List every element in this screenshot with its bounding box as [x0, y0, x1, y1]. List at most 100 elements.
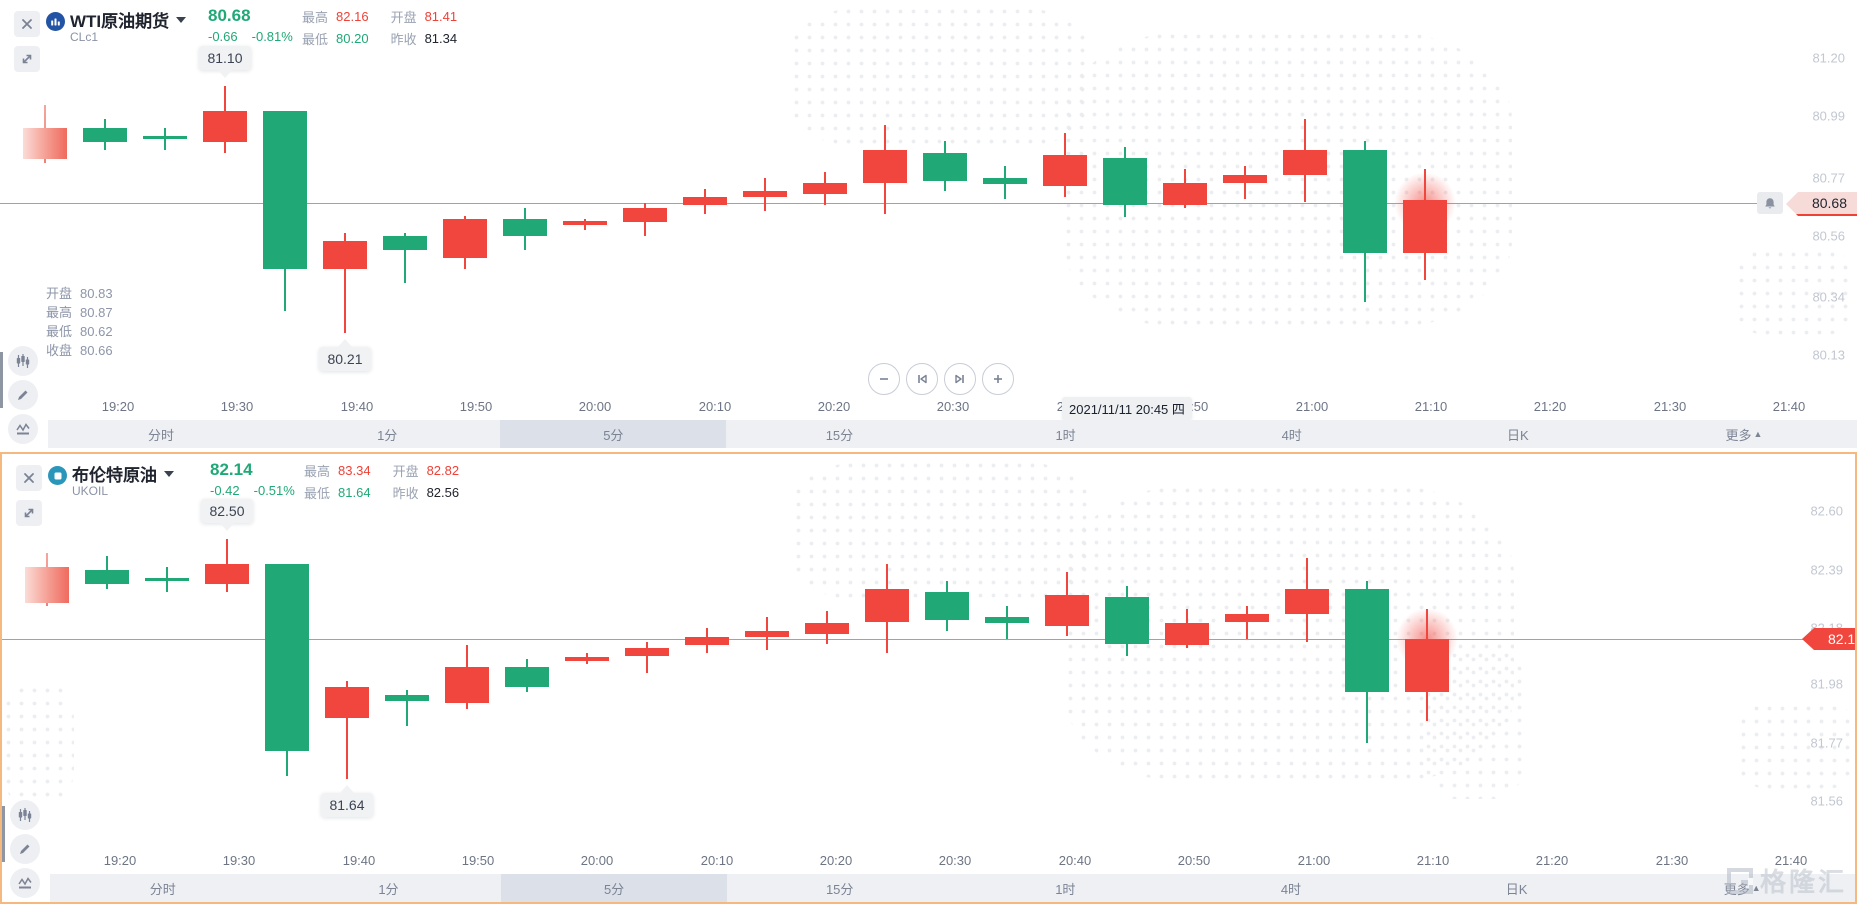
indicator-button[interactable]: [10, 868, 40, 898]
candle-body: [1343, 150, 1387, 253]
x-axis-label: 21:30: [1655, 853, 1689, 868]
candle-body: [323, 241, 367, 269]
tab-interval-1时[interactable]: 1时: [953, 420, 1179, 448]
x-axis-label: 19:50: [459, 399, 493, 414]
candle-wick: [404, 233, 406, 283]
tab-interval-15分[interactable]: 15分: [726, 420, 952, 448]
candle-body: [1405, 639, 1449, 692]
tab-interval-5分[interactable]: 5分: [501, 874, 727, 902]
current-price-line: [2, 639, 1804, 640]
y-axis-label: 80.56: [1812, 228, 1845, 244]
x-axis-label: 19:40: [340, 399, 374, 414]
candle-body: [985, 617, 1029, 623]
stat-value: 83.34: [338, 463, 371, 478]
worldmap-dot-pattern: [790, 5, 1090, 150]
stat-value: 81.34: [424, 31, 458, 46]
stat-最高: 最高 82.16: [302, 8, 369, 25]
draw-pencil-button[interactable]: [10, 834, 40, 864]
candle-body: [803, 183, 847, 194]
candle-body: [85, 570, 129, 584]
y-axis-label: 80.77: [1812, 170, 1845, 186]
tab-interval-5分[interactable]: 5分: [500, 420, 727, 448]
candle-body: [1345, 589, 1389, 692]
drawer-handle[interactable]: [2, 806, 5, 862]
chart-panel-wti[interactable]: 81.10 80.21 81.20 80.99 80.77 80.56 80.34 80.13…: [0, 0, 1857, 450]
candle-body: [1403, 200, 1447, 253]
chart-panel-brent[interactable]: 82.5081.6482.6082.3982.1881.9881.7781.56…: [0, 452, 1857, 904]
symbol-title: 布伦特原油: [72, 466, 157, 485]
tab-interval-15分[interactable]: 15分: [727, 874, 953, 902]
header-stats: 最高 83.34 最低 81.64 开盘 82.82 昨收 82.56: [304, 462, 459, 501]
candle-body: [503, 219, 547, 236]
tab-interval-1时[interactable]: 1时: [953, 874, 1179, 902]
legend-row: 最低 80.62: [46, 322, 113, 341]
legend-value: 80.87: [80, 305, 113, 320]
stat-昨收: 昨收 82.56: [393, 484, 460, 501]
last-price-tag: 80.68: [1786, 192, 1857, 216]
candle-body: [1105, 597, 1149, 644]
y-axis-label: 82.39: [1810, 562, 1843, 578]
draw-pencil-button[interactable]: [8, 380, 38, 410]
tab-label: 1时: [1055, 881, 1076, 897]
y-axis-label: 81.98: [1810, 676, 1843, 692]
price-change-pct: -0.81%: [251, 29, 293, 44]
symbol-code: CLc1: [70, 30, 99, 44]
candle-body: [505, 667, 549, 687]
tab-interval-分时[interactable]: 分时: [48, 420, 274, 448]
tab-interval-4时[interactable]: 4时: [1178, 874, 1404, 902]
tab-interval-4时[interactable]: 4时: [1179, 420, 1405, 448]
stat-label: 开盘: [390, 10, 417, 25]
nav-skip-forward-button[interactable]: [944, 363, 976, 395]
crosshair-date-tooltip: 2021/11/11 20:45 四: [1062, 397, 1192, 420]
tab-interval-日K[interactable]: 日K: [1405, 420, 1631, 448]
stat-开盘: 开盘 82.82: [393, 462, 460, 479]
legend-value: 80.66: [80, 343, 113, 358]
chevron-down-icon: [176, 16, 187, 23]
candle-wick: [646, 642, 648, 673]
price-change-pct: -0.51%: [253, 483, 295, 498]
price-alert-bell-button[interactable]: [1757, 192, 1783, 214]
candle-body: [385, 695, 429, 701]
stat-value: 81.41: [424, 9, 458, 24]
x-axis-label: 20:40: [1058, 853, 1092, 868]
expand-chart-button[interactable]: [14, 46, 40, 72]
tab-label: 4时: [1280, 881, 1302, 897]
nav-skip-back-button[interactable]: [906, 363, 938, 395]
close-chart-button[interactable]: [14, 11, 40, 37]
symbol-title-dropdown[interactable]: WTI原油期货: [70, 7, 187, 32]
stat-label: 昨收: [390, 32, 417, 47]
tab-interval-更多[interactable]: 更多 ▲: [1631, 420, 1857, 448]
tab-interval-日K[interactable]: 日K: [1404, 874, 1630, 902]
tab-label: 分时: [148, 427, 175, 443]
stat-value: 82.82: [426, 463, 460, 478]
tab-interval-1分[interactable]: 1分: [276, 874, 502, 902]
stat-最低: 最低 80.20: [302, 30, 369, 47]
close-chart-button[interactable]: [16, 465, 42, 491]
tooltip-pointer-icon: [340, 785, 354, 793]
legend-label: 收盘: [46, 343, 73, 358]
price-change: -0.42: [210, 483, 240, 498]
candlestick-style-button[interactable]: [8, 346, 38, 376]
candle-wick: [344, 233, 346, 333]
x-axis-label: 20:20: [819, 853, 853, 868]
stat-最低: 最低 81.64: [304, 484, 371, 501]
candle-body: [983, 178, 1027, 184]
gelonghui-logo-icon: [1726, 867, 1753, 894]
candle-body: [623, 208, 667, 222]
indicator-button[interactable]: [8, 414, 38, 444]
tab-label: 15分: [825, 881, 854, 897]
candlestick-style-button[interactable]: [10, 800, 40, 830]
nav-zoom-in-button[interactable]: [982, 363, 1014, 395]
symbol-title-dropdown[interactable]: 布伦特原油: [72, 461, 174, 486]
tab-interval-1分[interactable]: 1分: [274, 420, 500, 448]
x-axis-label: 21:10: [1416, 853, 1450, 868]
tab-label: 4时: [1281, 427, 1302, 443]
nav-zoom-out-button[interactable]: [868, 363, 900, 395]
drawer-handle[interactable]: [0, 352, 3, 408]
tab-interval-分时[interactable]: 分时: [50, 874, 276, 902]
expand-chart-button[interactable]: [16, 500, 42, 526]
stat-最高: 最高 83.34: [304, 462, 371, 479]
legend-label: 开盘: [46, 286, 73, 301]
x-axis-label: 21:20: [1535, 853, 1569, 868]
